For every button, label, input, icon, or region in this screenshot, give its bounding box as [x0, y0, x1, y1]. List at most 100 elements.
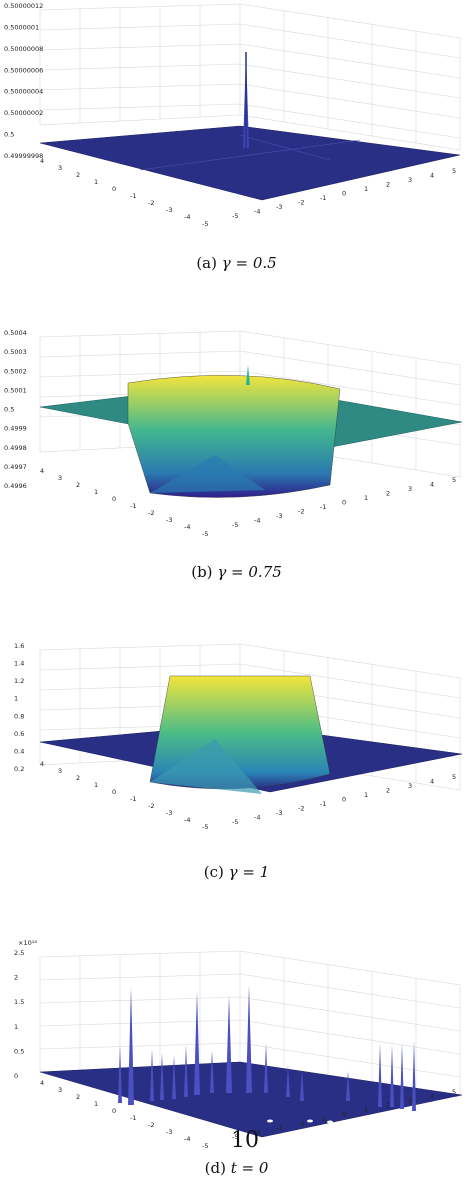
x-tick-d: -1 — [320, 1115, 326, 1123]
z-tick-d: 0 — [14, 1072, 18, 1080]
z-tick-b: 0.4999 — [4, 425, 27, 433]
y-tick-c: 4 — [40, 760, 44, 768]
z-tick-a: 0.50000002 — [4, 109, 43, 117]
x-tick-d: 3 — [408, 1097, 412, 1105]
x-tick-c: 2 — [386, 787, 390, 795]
z-tick-c: 1.2 — [14, 677, 24, 685]
z-tick-a: 0.5000001 — [4, 23, 39, 31]
x-tick-c: 3 — [408, 782, 412, 790]
y-tick-d: 2 — [76, 1093, 80, 1101]
caption-math-b: γ = 0.75 — [217, 563, 282, 581]
z-tick-d: 2.5 — [14, 949, 24, 957]
z-tick-b: 0.4996 — [4, 482, 27, 490]
x-tick-c: -2 — [298, 805, 304, 813]
z-tick-a: 0.50000008 — [4, 45, 43, 53]
z-tick-b: 0.5002 — [4, 367, 27, 375]
x-tick-a: -4 — [254, 208, 260, 216]
z-tick-c: 1 — [14, 695, 18, 703]
y-tick-c: -1 — [130, 795, 136, 803]
x-tick-b: 2 — [386, 490, 390, 498]
x-tick-b: 1 — [364, 494, 368, 502]
y-tick-c: 2 — [76, 774, 80, 782]
x-tick-c: -3 — [276, 809, 282, 817]
x-tick-a: 4 — [430, 172, 434, 180]
y-tick-a: -5 — [202, 220, 208, 228]
y-tick-c: 1 — [94, 781, 98, 789]
y-tick-a: -2 — [148, 199, 154, 207]
x-tick-c: -4 — [254, 814, 260, 822]
panel-c: 1.6 1.4 1.2 1 0.8 0.6 0.4 0.2 4 3 2 1 0 -1 -2 -3 -4 -5 -5 -… — [0, 614, 473, 909]
y-tick-c: -5 — [202, 823, 208, 831]
z-tick-a: 0.50000012 — [4, 2, 43, 10]
z-tick-d: 1.5 — [14, 998, 24, 1006]
x-tick-b: 5 — [452, 476, 456, 484]
x-tick-b: -4 — [254, 517, 260, 525]
x-tick-c: 0 — [342, 796, 346, 804]
caption-a: (a) γ = 0.5 — [0, 254, 473, 272]
z-tick-d: 2 — [14, 974, 18, 982]
x-tick-d: -5 — [232, 1133, 238, 1141]
y-tick-b: -3 — [166, 516, 172, 524]
y-tick-a: 4 — [40, 157, 44, 165]
x-tick-c: 1 — [364, 791, 368, 799]
caption-math-d: t = 0 — [230, 1159, 269, 1177]
surface-plane-d — [39, 1061, 463, 1138]
z-tick-b: 0.5003 — [4, 348, 27, 356]
x-tick-d: -2 — [298, 1120, 304, 1128]
z-tick-d: 1 — [14, 1023, 18, 1031]
x-tick-a: 1 — [364, 185, 368, 193]
caption-math-c: γ = 1 — [228, 863, 270, 881]
surface-plot-c: 1.6 1.4 1.2 1 0.8 0.6 0.4 0.2 4 3 2 1 0 -1 -2 -3 -4 -5 -5 -… — [14, 642, 463, 831]
x-tick-b: -3 — [276, 512, 282, 520]
x-tick-d: 0 — [342, 1111, 346, 1119]
y-tick-b: -5 — [202, 530, 208, 538]
z-tick-c: 1.6 — [14, 642, 24, 650]
caption-prefix-c: (c) — [203, 863, 224, 881]
spikes-d — [118, 985, 416, 1111]
panel-d: ×10¹⁶ — [0, 925, 473, 1191]
x-tick-b: 0 — [342, 499, 346, 507]
surface-crater-b — [127, 375, 341, 498]
y-tick-d: -3 — [166, 1128, 172, 1136]
y-tick-b: 0 — [112, 495, 116, 503]
x-tick-a: 3 — [408, 176, 412, 184]
surface-plot-b: 0.5004 0.5003 0.5002 0.5001 0.5 0.4999 0.4998 0… — [4, 329, 463, 538]
y-tick-d: -1 — [130, 1114, 136, 1122]
z-tick-c: 0.4 — [14, 747, 24, 755]
grid-walls-a — [39, 3, 461, 151]
y-tick-b: -4 — [184, 523, 190, 531]
y-tick-c: -4 — [184, 816, 190, 824]
x-tick-d: 2 — [386, 1102, 390, 1110]
z-tick-b: 0.5001 — [4, 386, 27, 394]
x-tick-b: -5 — [232, 521, 238, 529]
z-tick-b: 0.4997 — [4, 463, 27, 471]
y-tick-b: 3 — [58, 474, 62, 482]
surface-holes-d — [147, 1119, 363, 1124]
z-tick-b: 0.4998 — [4, 444, 27, 452]
y-tick-b: -2 — [148, 509, 154, 517]
caption-d: (d) t = 0 — [0, 1159, 473, 1177]
z-tick-a: 0.50000006 — [4, 66, 43, 74]
y-tick-d: 4 — [40, 1079, 44, 1087]
surface-plot-d: ×10¹⁶ — [14, 939, 463, 1150]
y-tick-b: 4 — [40, 467, 44, 475]
z-tick-a: 0.50000004 — [4, 88, 43, 96]
panel-a: 0.50000012 0.5000001 0.50000008 0.50000006 0… — [0, 0, 473, 280]
x-tick-a: -2 — [298, 199, 304, 207]
surface-plot-a: 0.50000012 0.5000001 0.50000008 0.50000006 0… — [4, 2, 461, 228]
z-tick-c: 1.4 — [14, 660, 24, 668]
x-tick-d: 4 — [430, 1093, 434, 1101]
y-tick-d: -2 — [148, 1121, 154, 1129]
x-tick-b: 3 — [408, 485, 412, 493]
y-tick-a: 0 — [112, 185, 116, 193]
y-tick-d: 1 — [94, 1100, 98, 1108]
y-tick-a: -3 — [166, 206, 172, 214]
x-tick-b: -1 — [320, 503, 326, 511]
y-tick-d: 0 — [112, 1107, 116, 1115]
caption-prefix-b: (b) — [191, 563, 213, 581]
overlay-label-d: 10 — [231, 1128, 259, 1150]
caption-prefix-d: (d) — [204, 1159, 226, 1177]
y-tick-b: 1 — [94, 488, 98, 496]
x-tick-b: -2 — [298, 508, 304, 516]
z-tick-c: 0.2 — [14, 765, 24, 773]
